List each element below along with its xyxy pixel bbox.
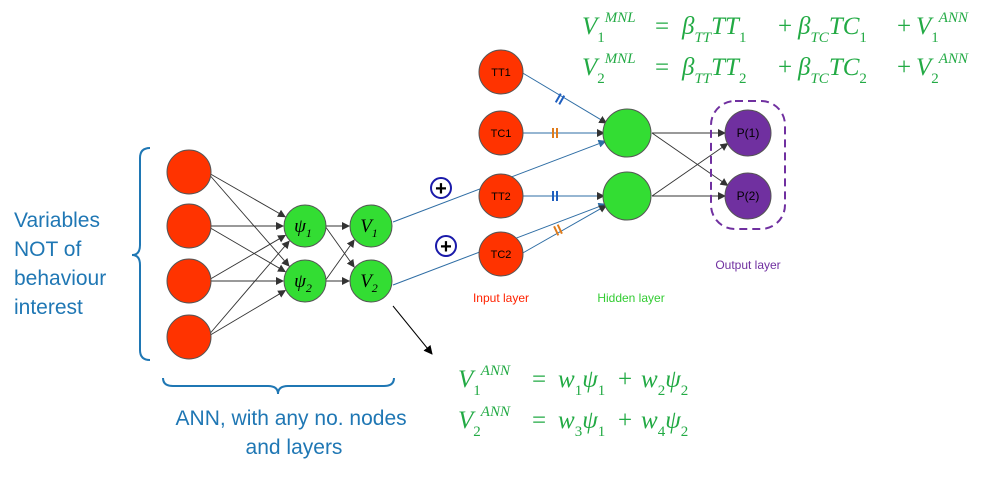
output-layer-box xyxy=(710,100,786,230)
mnl-equation-2: V2MNL = βTTTT2 + βTCTC2 + V2ANN xyxy=(582,51,969,87)
psi-2-node xyxy=(283,259,327,303)
mnl-input-label-tt2: TT2 xyxy=(491,191,511,203)
mnl-input-node-tt2 xyxy=(478,173,524,219)
mnl-input-node-tt1 xyxy=(478,49,524,95)
mnl-input-label-tc2: TC2 xyxy=(491,249,512,261)
bottom-bracket xyxy=(162,377,395,395)
network-edges xyxy=(206,71,729,355)
psi-2-node-label: ψ2 xyxy=(294,271,312,295)
v-2-node xyxy=(349,259,393,303)
mnl-input-node-tc1 xyxy=(478,110,524,156)
svg-text:+: + xyxy=(440,236,452,258)
bottom-label: ANN, with any no. nodes and layers xyxy=(176,407,413,459)
ann-input-node-3 xyxy=(166,258,212,304)
mnl-input-label-tc1: TC1 xyxy=(491,128,512,140)
mnl-hidden-node-1 xyxy=(602,108,652,158)
ann-input-node-4 xyxy=(166,314,212,360)
output-node-2 xyxy=(724,172,772,220)
hidden-output-edge xyxy=(651,143,729,197)
mnl-input-edge xyxy=(520,205,607,255)
ann-equations: V1ANN = w1ψ1 + w2ψ2 V2ANN = w3ψ1 + w4ψ2 xyxy=(458,363,688,440)
output-label-1: P(1) xyxy=(737,126,760,140)
ann-edge xyxy=(206,290,287,338)
output-layer-label: Output layer xyxy=(715,258,780,272)
plus-sign-1: + xyxy=(430,177,452,200)
v-1-node xyxy=(349,204,393,248)
input-layer-label: Input layer xyxy=(473,291,529,305)
weight-mark-tc2 xyxy=(553,224,563,236)
pointer-arrow xyxy=(392,305,433,355)
ann-edge xyxy=(206,234,286,282)
output-label-2: P(2) xyxy=(737,189,760,203)
weight-mark-tt1 xyxy=(554,93,566,105)
ann-input-node-2 xyxy=(166,203,212,249)
mnl-equations: V1MNL = βTTTT1 + βTCTC1 + V1ANN V2MNL = βTTTT2 + β… xyxy=(582,10,969,87)
weight-mark-tt2 xyxy=(552,191,558,201)
hidden-output-edge xyxy=(651,132,729,186)
psi-1-node xyxy=(283,204,327,248)
mnl-input-label-tt1: TT1 xyxy=(491,67,511,79)
mnl-hidden-node-2 xyxy=(602,171,652,221)
ann-edge xyxy=(324,239,355,282)
ann-equation-1: V1ANN = w1ψ1 + w2ψ2 xyxy=(458,363,688,399)
mnl-equation-1: V1MNL = βTTTT1 + βTCTC1 + V1ANN xyxy=(582,10,969,46)
left-label: Variables NOT of behaviour interest xyxy=(14,209,112,319)
output-node-1 xyxy=(724,109,772,157)
svg-text:+: + xyxy=(435,178,447,200)
psi-1-node-label: ψ1 xyxy=(294,216,312,240)
ann-equation-2: V2ANN = w3ψ1 + w4ψ2 xyxy=(458,404,688,440)
left-bracket xyxy=(131,147,151,361)
plus-sign-2: + xyxy=(435,235,457,258)
mnl-input-node-tc2 xyxy=(478,231,524,277)
ann-input-node-1 xyxy=(166,149,212,195)
ann-edge xyxy=(206,171,286,218)
ann-edge xyxy=(206,171,290,267)
ann-edge xyxy=(206,225,286,273)
ann-edge xyxy=(206,240,290,338)
v-1-node-label: V1 xyxy=(360,216,378,240)
v-2-node-label: V2 xyxy=(360,271,378,295)
ann-edge xyxy=(324,225,355,268)
network-nodes: ψ1 ψ2 V1 V2 TT1 TC1 TT2 TC2 P(1) P(2) xyxy=(166,49,772,360)
hidden-layer-label: Hidden layer xyxy=(597,291,664,305)
weight-mark-tc1 xyxy=(552,128,558,138)
